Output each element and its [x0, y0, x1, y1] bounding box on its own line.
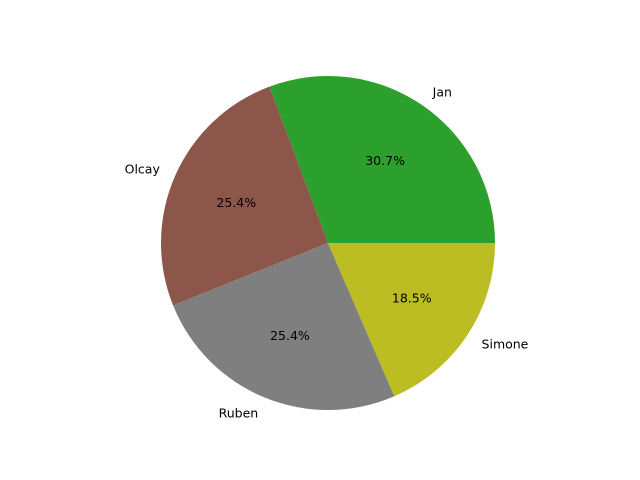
pie-pct-label-simone: 18.5%: [392, 291, 432, 306]
pie-slice-olcay: [161, 86, 328, 306]
pie-slice-ruben: [173, 243, 395, 411]
pie-pct-label-jan: 30.7%: [365, 153, 405, 168]
pie-pct-label-olcay: 25.4%: [216, 195, 256, 210]
pie-slice-simone: [328, 243, 495, 397]
pie-category-label-simone: Simone: [482, 336, 529, 351]
pie-slice-jan: [269, 76, 495, 243]
labels-layer: 30.7% Jan 25.4% Olcay 25.4% Ruben 18.5% Simone: [125, 85, 529, 421]
pie-category-label-olcay: Olcay: [125, 161, 161, 176]
pie-pct-label-ruben: 25.4%: [270, 328, 310, 343]
slices-layer: [161, 76, 495, 411]
pie-category-label-jan: Jan: [432, 85, 452, 100]
pie-category-label-ruben: Ruben: [219, 405, 259, 420]
